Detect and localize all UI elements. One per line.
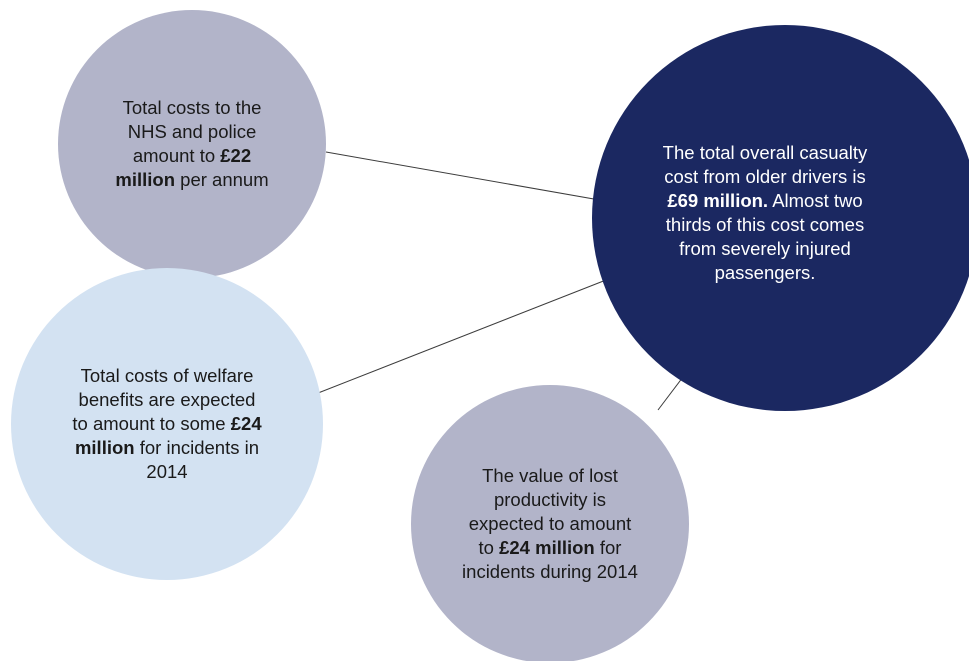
lost-productivity-cost-text: The value of lost productivity is expect… bbox=[460, 464, 640, 584]
lost-productivity-cost-bubble: The value of lost productivity is expect… bbox=[411, 385, 689, 661]
total-casualty-cost-bubble: The total overall casualty cost from old… bbox=[592, 25, 969, 411]
welfare-benefits-cost-bubble: Total costs of welfare benefits are expe… bbox=[11, 268, 323, 580]
nhs-police-amount: £22 million bbox=[115, 145, 252, 190]
welfare-amount: £24 million bbox=[74, 413, 262, 458]
productivity-text-tail: for incidents during 2014 bbox=[462, 537, 638, 582]
connector-nhs-to-total bbox=[325, 151, 629, 206]
nhs-police-text-lead: Total costs to the NHS and police amount… bbox=[122, 97, 262, 166]
total-casualty-text-tail: Almost two thirds of this cost comes fro… bbox=[665, 190, 865, 283]
nhs-police-cost-bubble: Total costs to the NHS and police amount… bbox=[58, 10, 326, 278]
welfare-text-lead: Total costs of welfare benefits are expe… bbox=[72, 365, 256, 434]
total-casualty-cost-text: The total overall casualty cost from old… bbox=[650, 141, 880, 285]
productivity-text-lead: The value of lost productivity is expect… bbox=[468, 465, 632, 558]
connector-welfare-to-total bbox=[312, 279, 607, 396]
nhs-police-cost-text: Total costs to the NHS and police amount… bbox=[107, 96, 277, 192]
welfare-benefits-cost-text: Total costs of welfare benefits are expe… bbox=[72, 364, 262, 484]
total-casualty-amount: £69 million. bbox=[667, 190, 769, 211]
total-casualty-text-lead: The total overall casualty cost from old… bbox=[662, 142, 868, 187]
productivity-amount: £24 million bbox=[499, 537, 595, 558]
welfare-text-tail: for incidents in 2014 bbox=[134, 437, 260, 482]
nhs-police-text-tail: per annum bbox=[175, 169, 269, 190]
